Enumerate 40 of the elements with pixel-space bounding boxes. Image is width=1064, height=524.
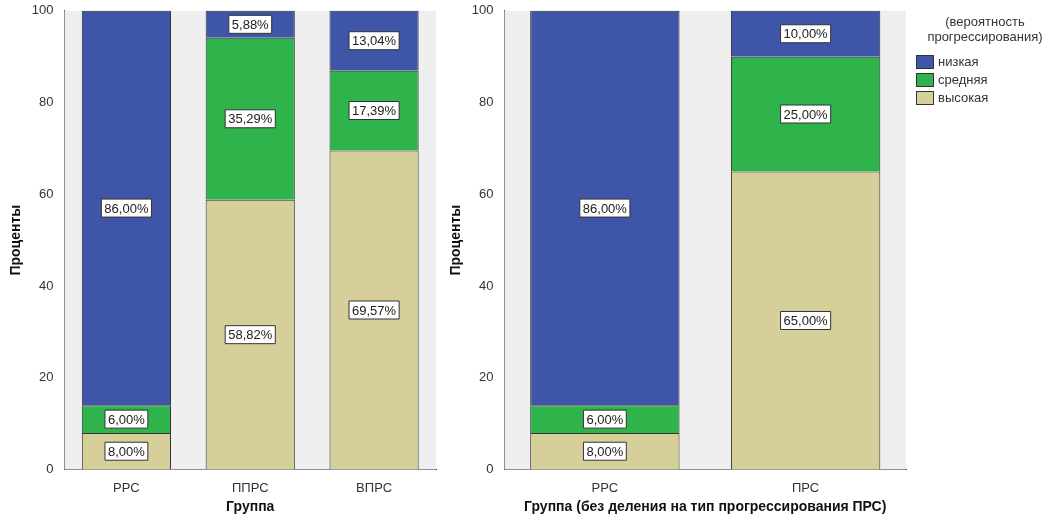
x-axis-title: Группа (без деления на тип прогрессирования ПРС) — [524, 498, 887, 515]
y-tick-label: 20 — [39, 369, 54, 385]
x-tick-label: ПРС — [791, 479, 820, 495]
y-tick-label: 60 — [39, 185, 54, 201]
y-axis-title: Проценты — [447, 204, 464, 276]
data-label: 17,39% — [352, 103, 397, 119]
y-tick-label: 0 — [46, 461, 54, 477]
data-label: 86,00% — [104, 200, 149, 216]
y-tick-label: 80 — [39, 94, 54, 110]
data-label: 5,88% — [231, 16, 270, 32]
x-tick-label: РРС — [591, 479, 619, 495]
data-label: 8,00% — [107, 443, 146, 459]
y-tick-label: 0 — [486, 461, 494, 477]
data-label: 10,00% — [783, 26, 829, 42]
y-tick-label: 40 — [39, 277, 54, 293]
data-label: 8,00% — [586, 443, 624, 459]
x-tick-label: ППРС — [231, 479, 269, 495]
x-tick-label: ВПРС — [356, 479, 393, 495]
data-label: 6,00% — [107, 411, 146, 427]
x-tick-label: РРС — [113, 479, 140, 495]
data-label: 65,00% — [783, 313, 829, 329]
y-tick-label: 100 — [471, 2, 494, 18]
data-label: 35,29% — [228, 111, 273, 127]
data-label: 86,00% — [582, 200, 628, 216]
y-tick-label: 80 — [479, 94, 494, 110]
data-label: 58,82% — [228, 327, 273, 343]
y-tick-label: 20 — [479, 369, 494, 385]
y-tick-label: 60 — [479, 185, 494, 201]
data-label: 25,00% — [783, 106, 829, 122]
legend-label: средняя — [938, 72, 988, 87]
legend-title: (вероятность прогрессирования) — [926, 14, 1044, 44]
legend-label: низкая — [938, 54, 979, 69]
y-axis-title: Проценты — [7, 204, 24, 276]
y-tick-label: 100 — [31, 2, 54, 18]
data-label: 69,57% — [352, 302, 397, 318]
data-label: 6,00% — [586, 411, 624, 427]
y-tick-label: 40 — [479, 277, 494, 293]
data-label: 13,04% — [352, 33, 397, 49]
legend-label: высокая — [938, 90, 989, 105]
x-axis-title: Группа — [226, 498, 275, 515]
